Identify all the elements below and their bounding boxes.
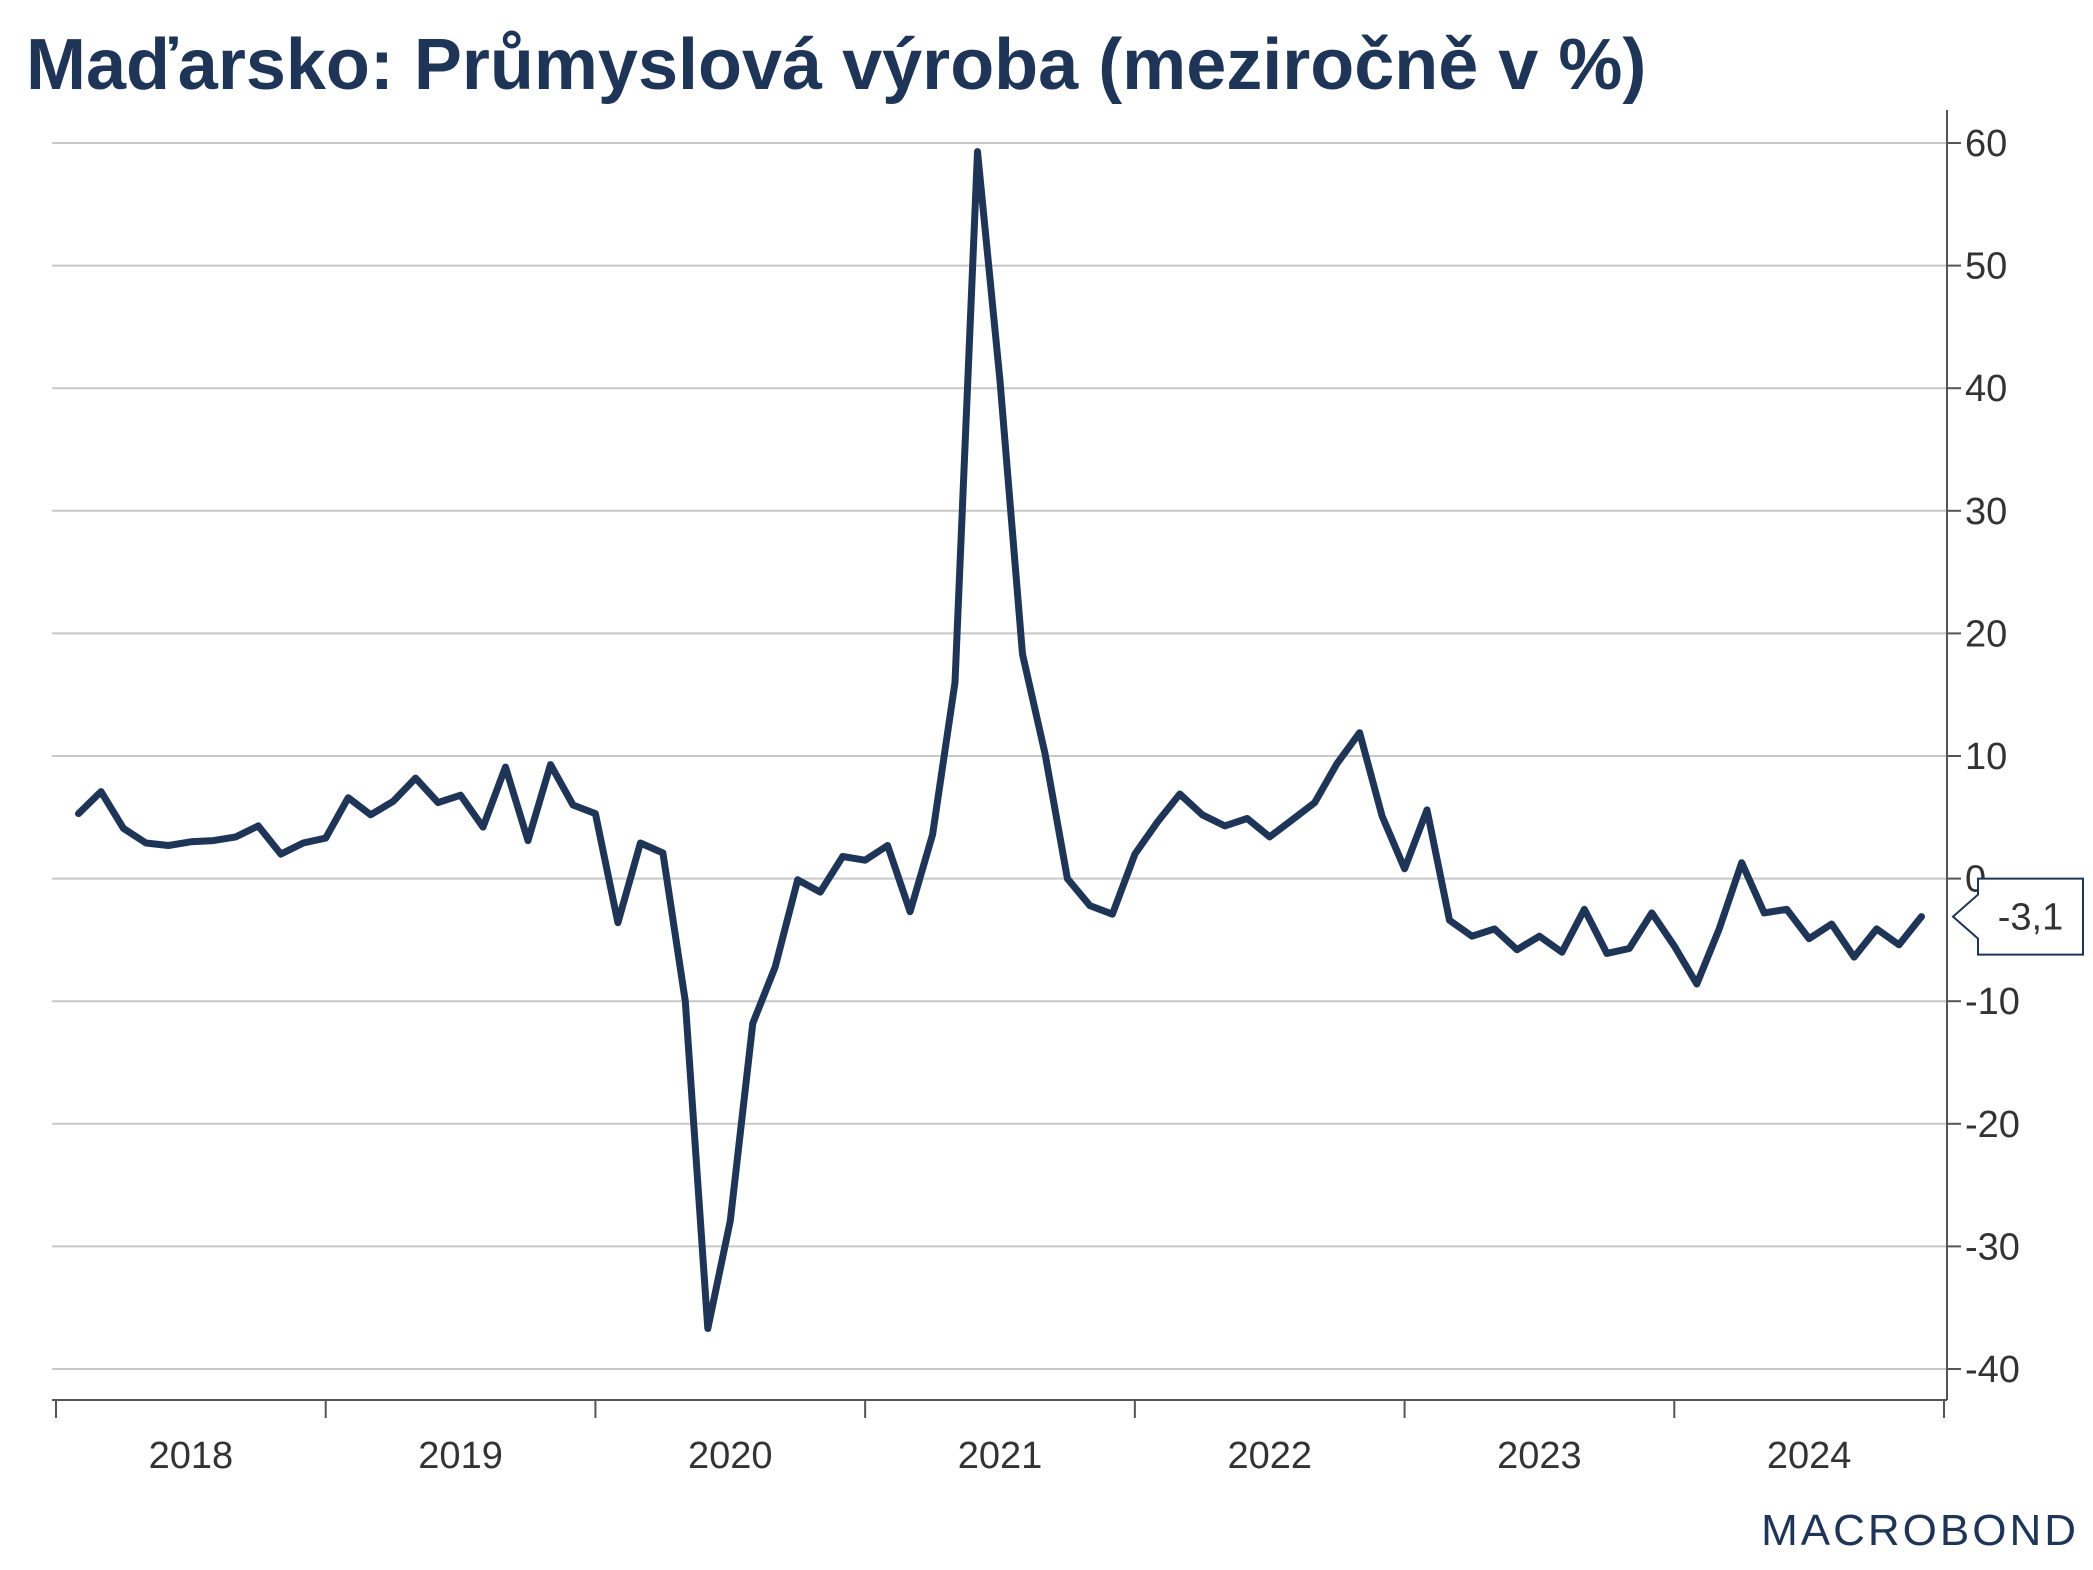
macrobond-logo: MACROBOND — [1761, 1506, 2079, 1555]
gridlines — [52, 142, 1947, 1370]
plot-area — [75, 148, 1925, 1332]
last-value-callout: -3,1 — [1951, 877, 2084, 956]
y-tick-label: 40 — [1965, 368, 2007, 410]
x-tick-label: 2021 — [958, 1435, 1043, 1477]
y-tick-label: 30 — [1965, 491, 2007, 533]
y-tick-label: -40 — [1965, 1349, 2020, 1391]
y-tick-label: 50 — [1965, 246, 2007, 288]
x-tick-label: 2019 — [418, 1435, 503, 1477]
last-value-label: -3,1 — [1998, 897, 2063, 939]
x-tick-label: 2018 — [149, 1435, 234, 1477]
last-value-box — [1951, 877, 2084, 956]
y-tick-label: 10 — [1965, 736, 2007, 778]
x-tick-label: 2023 — [1497, 1435, 1582, 1477]
y-tick-label: 60 — [1965, 123, 2007, 165]
x-tick-label: 2024 — [1767, 1435, 1852, 1477]
series-line — [75, 148, 1925, 1332]
x-tick-label: 2022 — [1227, 1435, 1312, 1477]
y-tick-label: -30 — [1965, 1226, 2020, 1268]
x-tick-label: 2020 — [688, 1435, 773, 1477]
y-tick-label: 20 — [1965, 613, 2007, 655]
y-tick-label: -10 — [1965, 981, 2020, 1023]
y-tick-label: -20 — [1965, 1104, 2020, 1146]
x-axis-ticks: 2018 2019 2020 2021 2022 2023 2024 — [55, 1400, 1945, 1477]
chart-title: Maďarsko: Průmyslová výroba (meziročně v… — [26, 25, 1647, 105]
